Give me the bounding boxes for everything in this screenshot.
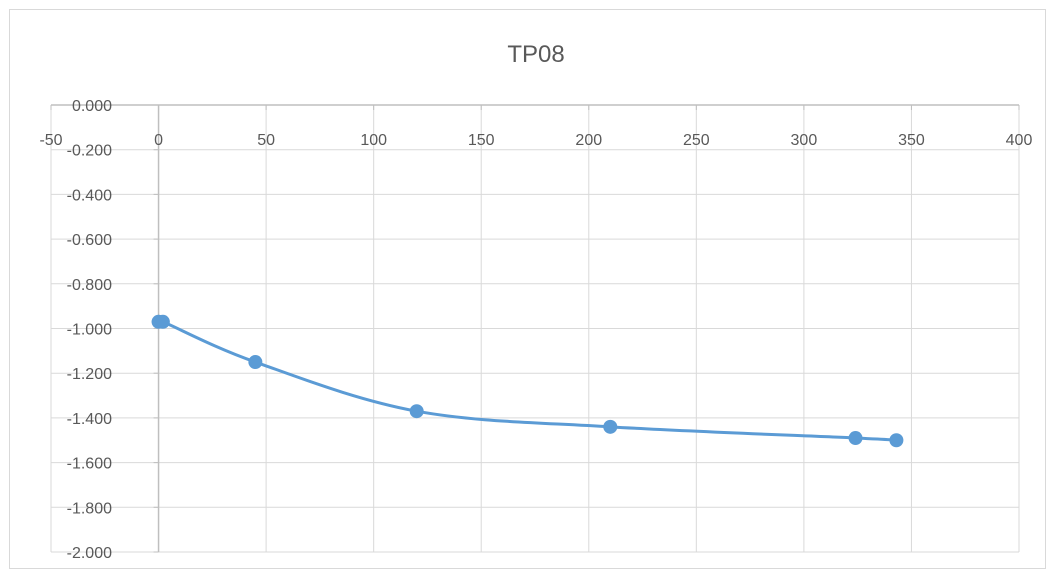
y-tick-label: -1.400 — [67, 411, 112, 428]
x-tick-label: 50 — [257, 132, 275, 149]
series-line — [153, 317, 898, 442]
y-tick-label: -0.400 — [67, 187, 112, 204]
x-tick-label: 100 — [360, 132, 387, 149]
data-point — [155, 314, 170, 329]
y-tick-label: 0.000 — [72, 98, 112, 115]
series — [151, 314, 904, 448]
chart-title: TP08 — [507, 41, 564, 68]
tick-labels: -50 0 50 100 150 200 250 300 350 400 0.000 -0.200 -0… — [39, 98, 1032, 562]
y-tick-label: -1.800 — [67, 500, 112, 517]
x-tick-label: 150 — [468, 132, 495, 149]
y-tick-label: -2.000 — [67, 545, 112, 562]
y-tick-label: -1.000 — [67, 322, 112, 339]
x-tick-label: 0 — [154, 132, 163, 149]
data-point — [889, 433, 904, 448]
x-tick-label: 300 — [791, 132, 818, 149]
x-tick-label: 350 — [898, 132, 925, 149]
y-tick-label: -1.200 — [67, 366, 112, 383]
x-tick-label: -50 — [39, 132, 62, 149]
grid — [50, 105, 1020, 553]
x-tick-label: 200 — [575, 132, 602, 149]
data-point — [248, 355, 263, 370]
data-point — [848, 431, 863, 446]
data-point — [603, 419, 618, 434]
y-tick-label: -0.800 — [67, 277, 112, 294]
chart-frame — [9, 9, 1046, 569]
data-point — [409, 404, 424, 419]
x-tick-label: 400 — [1006, 132, 1033, 149]
y-tick-label: -0.600 — [67, 232, 112, 249]
y-tick-label: -1.600 — [67, 456, 112, 473]
x-tick-label: 250 — [683, 132, 710, 149]
y-tick-label: -0.200 — [67, 143, 112, 160]
